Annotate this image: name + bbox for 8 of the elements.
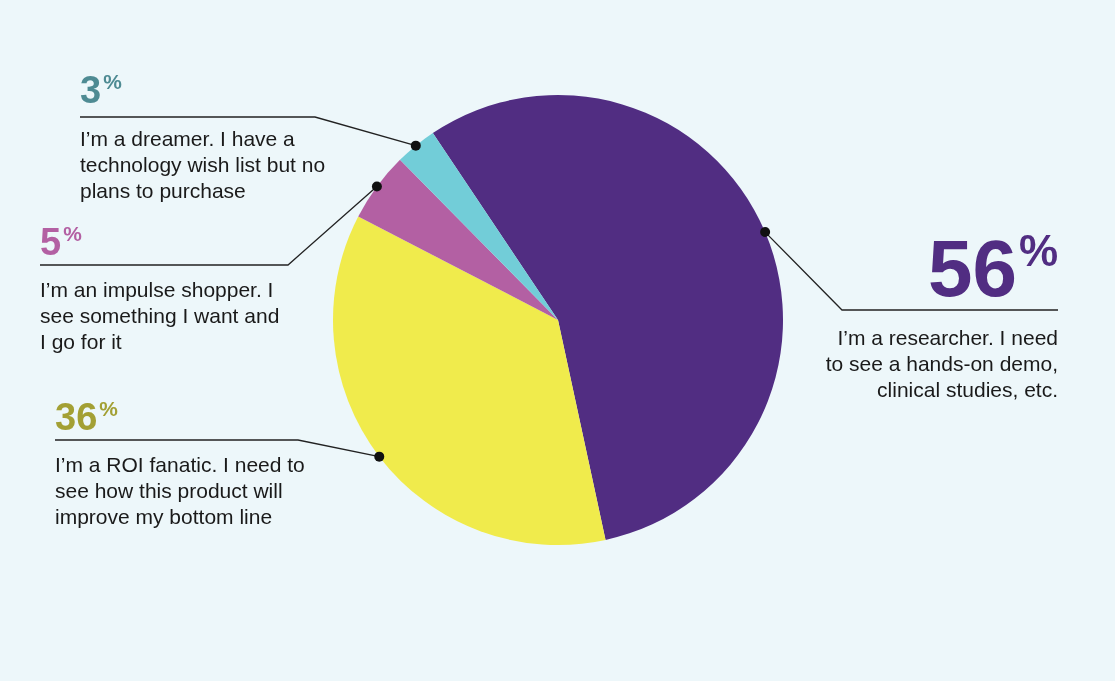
slice-label: I’m a researcher. I need to see a hands-on demo, clinical studies, etc.: [825, 326, 1058, 401]
data-label: 5%: [40, 221, 83, 263]
slice-label: I’m a ROI fanatic. I need to see how this product will improve my bottom line: [55, 453, 305, 528]
data-label: 56%: [927, 224, 1058, 313]
data-label: 36%: [55, 396, 119, 438]
slice-label: I’m a dreamer. I have a technology wish list but no plans to purchase: [80, 127, 326, 202]
slice-label: I’m an impulse shopper. I see something I want and I go for it: [40, 278, 280, 353]
data-label: 3%: [80, 69, 123, 111]
